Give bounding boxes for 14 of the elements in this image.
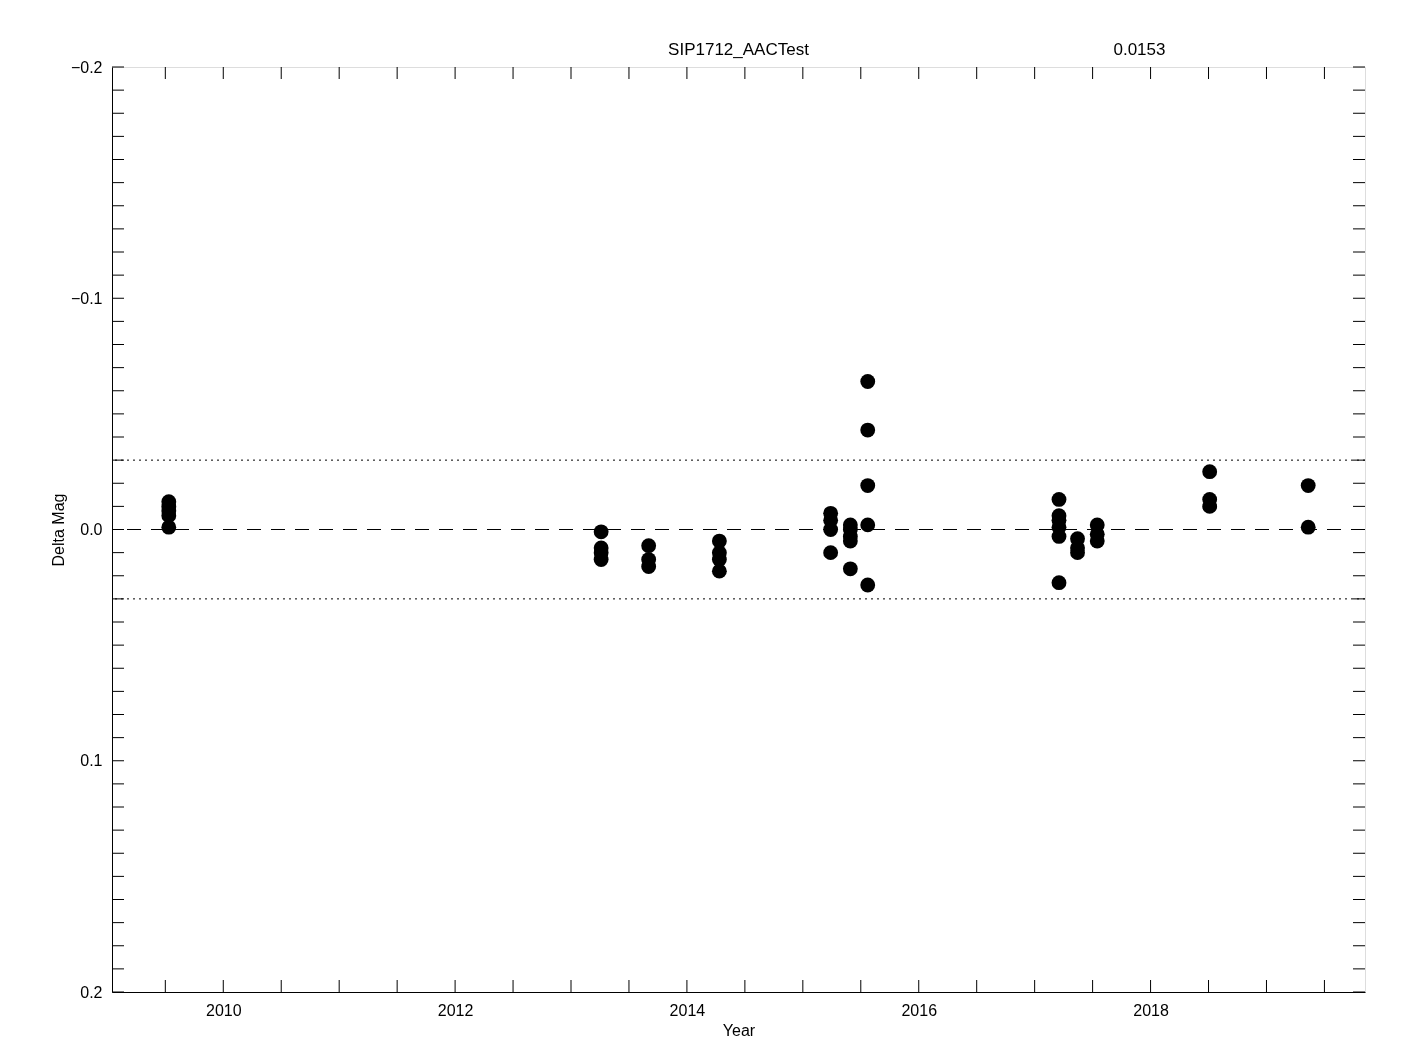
- x-tick-label: 2012: [437, 1001, 474, 1019]
- y-tick-label: −0.2: [70, 58, 103, 76]
- chart-title: SIP1712_AACTest: [668, 40, 810, 59]
- text: 0.0153: [1113, 40, 1166, 59]
- x-tick-label: 2014: [669, 1001, 706, 1019]
- x-tick-label: 2016: [901, 1001, 938, 1019]
- x-tick-label: 2010: [205, 1001, 242, 1019]
- x-axis-title: Year: [722, 1021, 756, 1039]
- y-axis-title: Delta Mag: [49, 493, 67, 567]
- y-tick-label: 0.0: [80, 521, 103, 538]
- x-tick-label: 2018: [1133, 1001, 1169, 1019]
- y-tick-label: 0.2: [80, 983, 103, 1001]
- y-tick-label: 0.1: [80, 752, 103, 770]
- y-tick-label: −0.1: [70, 289, 103, 307]
